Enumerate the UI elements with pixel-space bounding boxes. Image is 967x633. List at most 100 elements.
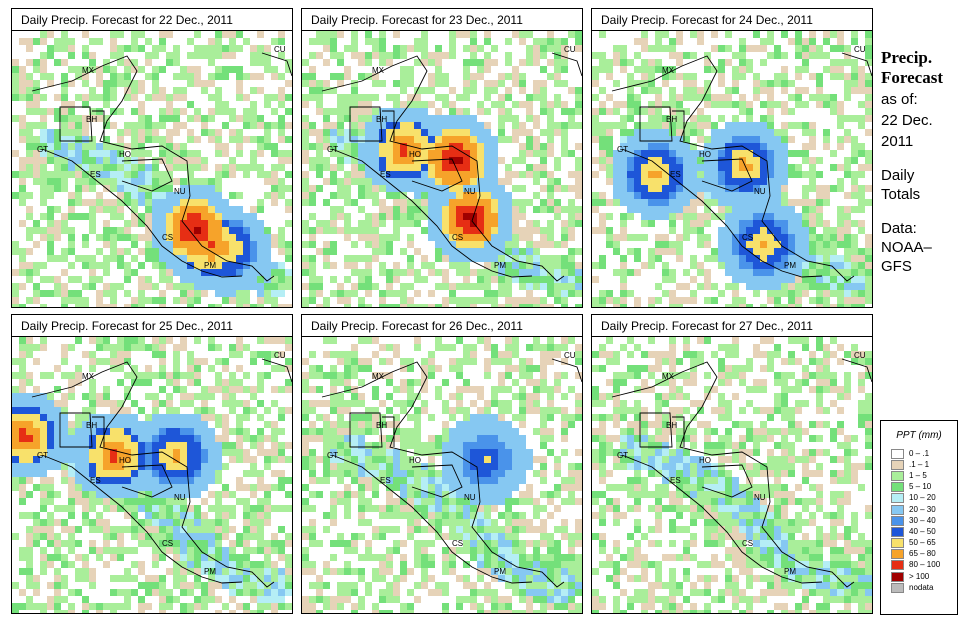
precip-grid	[592, 337, 872, 613]
legend-item: 20 – 30	[881, 504, 957, 515]
country-label-cs: CS	[452, 233, 464, 242]
country-label-mx: MX	[82, 372, 94, 381]
country-label-bh: BH	[376, 115, 388, 124]
legend-item: 40 – 50	[881, 526, 957, 537]
legend-item: 10 – 20	[881, 493, 957, 504]
country-label-ho: HO	[699, 456, 711, 465]
legend-label: 50 – 65	[909, 538, 936, 548]
asof-year: 2011	[881, 133, 914, 150]
legend-swatch	[891, 470, 904, 481]
legend-swatch	[891, 549, 904, 560]
country-label-cs: CS	[742, 233, 754, 242]
legend-item: 0 – .1	[881, 448, 957, 459]
legend-swatch	[891, 571, 904, 582]
country-label-es: ES	[670, 476, 681, 485]
country-label-es: ES	[90, 170, 101, 179]
precip-map: CU MX BH GT HO ES NU CS PM	[301, 336, 583, 614]
daily-label: Daily	[881, 167, 915, 184]
country-label-ho: HO	[119, 456, 131, 465]
country-label-mx: MX	[82, 66, 94, 75]
legend-swatch	[891, 448, 904, 459]
forecast-panel-6: Daily Precip. Forecast for 27 Dec., 2011…	[591, 314, 873, 614]
legend-label: 65 – 80	[909, 549, 936, 559]
panel-title: Daily Precip. Forecast for 25 Dec., 2011	[11, 314, 293, 336]
sidebar-info: Precip. Forecast as of: 22 Dec. 2011 Dai…	[881, 48, 965, 276]
country-label-nu: NU	[754, 187, 766, 196]
precip-map: CU MX BH GT HO ES NU CS PM	[591, 30, 873, 308]
country-label-cs: CS	[162, 539, 174, 548]
country-label-mx: MX	[372, 66, 384, 75]
legend-label: 30 – 40	[909, 515, 936, 525]
legend-label: 20 – 30	[909, 504, 936, 514]
legend-item: 30 – 40	[881, 515, 957, 526]
country-label-cu: CU	[564, 351, 576, 360]
legend-title: PPT (mm)	[896, 430, 942, 441]
country-label-pm: PM	[494, 261, 506, 270]
legend-label: 10 – 20	[909, 493, 936, 503]
country-label-pm: PM	[784, 261, 796, 270]
country-label-ho: HO	[409, 456, 421, 465]
legend-item: 50 – 65	[881, 538, 957, 549]
precip-grid	[12, 31, 292, 307]
country-label-es: ES	[380, 476, 391, 485]
country-label-gt: GT	[37, 451, 49, 460]
legend-swatch	[891, 515, 904, 526]
country-label-ho: HO	[699, 150, 711, 159]
legend-label: nodata	[909, 582, 934, 592]
legend-label: 80 – 100	[909, 560, 941, 570]
legend-swatch	[891, 526, 904, 537]
country-label-nu: NU	[174, 187, 186, 196]
country-label-cs: CS	[162, 233, 174, 242]
precip-map: CU MX BH GT HO ES NU CS PM	[11, 30, 293, 308]
forecast-panel-2: Daily Precip. Forecast for 23 Dec., 2011…	[301, 8, 583, 308]
country-label-nu: NU	[174, 493, 186, 502]
country-label-mx: MX	[372, 372, 384, 381]
legend-label: 1 – 5	[909, 470, 927, 480]
legend-label: 40 – 50	[909, 526, 936, 536]
country-label-cu: CU	[274, 45, 286, 54]
country-label-pm: PM	[204, 567, 216, 576]
country-label-bh: BH	[666, 115, 678, 124]
country-label-nu: NU	[464, 187, 476, 196]
panel-title: Daily Precip. Forecast for 27 Dec., 2011	[591, 314, 873, 336]
sidebar-title-2: Forecast	[881, 68, 943, 87]
legend-item: .1 – 1	[881, 459, 957, 470]
country-label-bh: BH	[666, 421, 678, 430]
legend-swatch	[891, 459, 904, 470]
country-label-bh: BH	[376, 421, 388, 430]
legend-swatch	[891, 538, 904, 549]
country-label-bh: BH	[86, 115, 98, 124]
country-label-nu: NU	[464, 493, 476, 502]
country-label-mx: MX	[662, 372, 674, 381]
legend-swatch	[891, 493, 904, 504]
legend-item: 65 – 80	[881, 549, 957, 560]
country-label-ho: HO	[409, 150, 421, 159]
country-label-pm: PM	[784, 567, 796, 576]
precip-grid	[302, 31, 582, 307]
data-source-2: GFS	[881, 258, 912, 275]
country-label-cu: CU	[564, 45, 576, 54]
country-label-es: ES	[90, 476, 101, 485]
forecast-panel-4: Daily Precip. Forecast for 25 Dec., 2011…	[11, 314, 293, 614]
panel-title: Daily Precip. Forecast for 24 Dec., 2011	[591, 8, 873, 30]
legend-item: 80 – 100	[881, 560, 957, 571]
legend-swatch	[891, 482, 904, 493]
country-label-nu: NU	[754, 493, 766, 502]
legend-item: 5 – 10	[881, 482, 957, 493]
panel-title: Daily Precip. Forecast for 23 Dec., 2011	[301, 8, 583, 30]
panel-title: Daily Precip. Forecast for 26 Dec., 2011	[301, 314, 583, 336]
asof-date: 22 Dec.	[881, 112, 933, 129]
country-label-mx: MX	[662, 66, 674, 75]
totals-label: Totals	[881, 186, 921, 203]
country-label-cs: CS	[452, 539, 464, 548]
forecast-panel-1: Daily Precip. Forecast for 22 Dec., 2011…	[11, 8, 293, 308]
precip-grid	[12, 337, 292, 613]
legend-swatch	[891, 504, 904, 515]
country-label-es: ES	[380, 170, 391, 179]
panel-title: Daily Precip. Forecast for 22 Dec., 2011	[11, 8, 293, 30]
country-label-gt: GT	[617, 145, 629, 154]
precip-map: CU MX BH GT HO ES NU CS PM	[591, 336, 873, 614]
country-label-es: ES	[670, 170, 681, 179]
asof-label: as of:	[881, 91, 918, 108]
